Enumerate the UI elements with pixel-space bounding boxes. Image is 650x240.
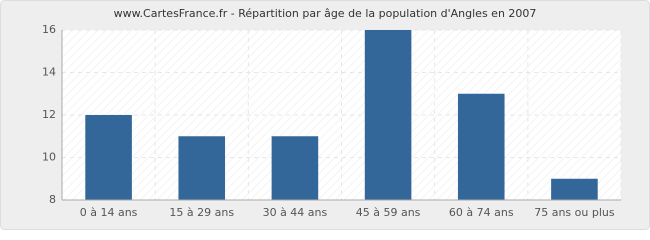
bar [85,115,132,200]
bar [457,93,505,200]
x-tick-label: 0 à 14 ans [80,206,138,219]
bar [551,178,598,200]
x-tick-label: 60 à 74 ans [449,206,514,219]
chart-title: www.CartesFrance.fr - Répartition par âg… [114,7,537,20]
y-tick-label: 8 [49,193,56,206]
page: {"chart_data": {"type": "bar", "title": … [0,0,650,230]
bar [364,30,412,200]
x-tick-label: 15 à 29 ans [169,206,234,219]
y-tick-label: 16 [42,23,56,36]
x-tick-label: 45 à 59 ans [356,206,421,219]
y-tick-label: 10 [42,151,56,164]
y-tick-label: 14 [42,66,56,79]
chart: www.CartesFrance.fr - Répartition par âg… [0,0,650,230]
x-tick-label: 75 ans ou plus [534,206,615,219]
bar [178,136,226,200]
bar [271,136,319,200]
y-tick-label: 12 [42,108,56,121]
x-tick-label: 30 à 44 ans [263,206,328,219]
